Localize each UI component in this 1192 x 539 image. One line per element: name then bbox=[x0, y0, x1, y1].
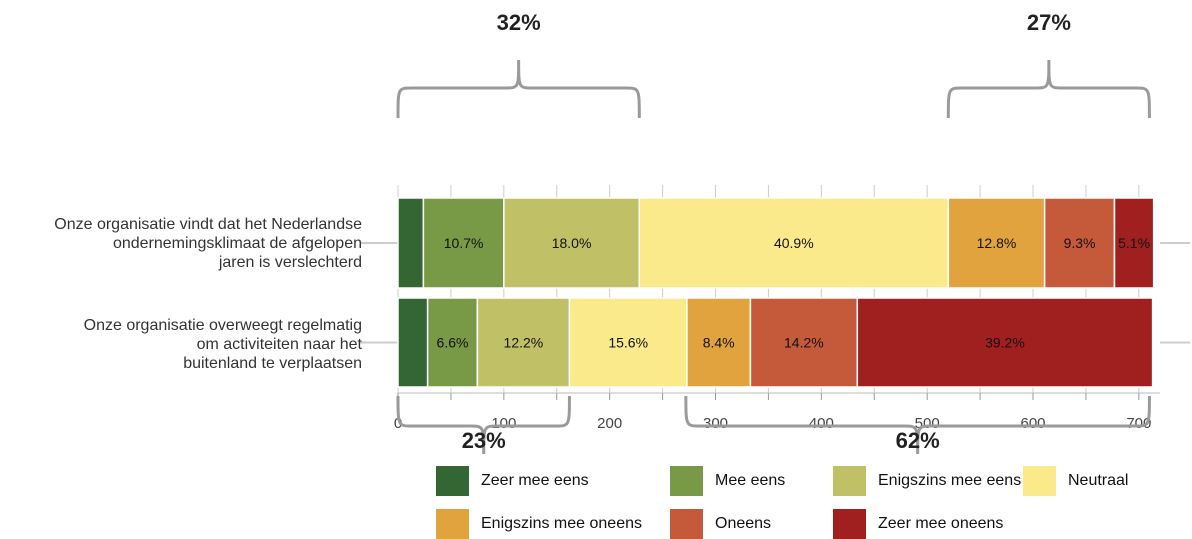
data-label: 40.9% bbox=[774, 235, 814, 251]
bar-segment bbox=[1043, 197, 1116, 289]
bar-segment bbox=[426, 297, 479, 388]
category-label: Onze organisatie vindt dat het Nederland… bbox=[0, 215, 362, 272]
bar-segment bbox=[947, 197, 1046, 289]
data-label: 12.8% bbox=[977, 235, 1017, 251]
legend-item: Zeer mee oneens bbox=[833, 509, 1003, 539]
category-label-line: Onze organisatie vindt dat het Nederland… bbox=[54, 216, 362, 233]
data-label: 12.2% bbox=[504, 335, 544, 351]
data-label: 39.2% bbox=[985, 335, 1025, 351]
category-label-line: Onze organisatie overweegt regelmatig bbox=[83, 317, 362, 334]
x-tick-label: 0 bbox=[394, 415, 402, 432]
legend-item: Neutraal bbox=[1023, 466, 1128, 496]
x-tick-label: 300 bbox=[703, 415, 728, 432]
legend-item: Zeer mee eens bbox=[436, 466, 589, 496]
legend-swatch bbox=[833, 466, 866, 496]
legend-swatch bbox=[436, 466, 469, 496]
category-label: Onze organisatie overweegt regelmatig om … bbox=[0, 316, 362, 373]
legend-label: Zeer mee eens bbox=[481, 472, 589, 489]
bracket-percentage: 23% bbox=[461, 428, 506, 453]
data-label: 15.6% bbox=[608, 335, 648, 351]
x-tick-label: 100 bbox=[491, 415, 516, 432]
legend-label: Enigszins mee eens bbox=[878, 472, 1022, 489]
bar-segment bbox=[476, 297, 571, 388]
bar-segment bbox=[638, 197, 950, 289]
legend-label: Neutraal bbox=[1068, 472, 1129, 489]
legend-item: Enigszins mee eens bbox=[833, 466, 1021, 496]
curly-bracket bbox=[946, 59, 1151, 119]
category-label-line: jaren is verslechterd bbox=[218, 254, 362, 271]
bar-segment bbox=[397, 197, 425, 289]
bracket-percentage: 27% bbox=[1026, 10, 1071, 35]
x-tick-label: 400 bbox=[809, 415, 834, 432]
legend-swatch bbox=[1023, 466, 1056, 496]
bar-segment bbox=[422, 197, 505, 289]
category-label-line: buitenland te verplaatsen bbox=[183, 355, 362, 372]
bar-segment bbox=[1113, 197, 1155, 289]
bar-segment bbox=[568, 297, 688, 388]
bracket-percentage: 32% bbox=[496, 10, 541, 35]
legend-swatch bbox=[833, 509, 866, 539]
legend-item: Mee eens bbox=[670, 466, 785, 496]
x-tick-label: 600 bbox=[1020, 415, 1045, 432]
bar-segment bbox=[856, 297, 1154, 388]
data-label: 10.7% bbox=[444, 235, 484, 251]
bar-segment bbox=[397, 297, 429, 388]
curly-bracket bbox=[396, 59, 641, 119]
legend-label: Zeer mee oneens bbox=[878, 515, 1004, 532]
x-tick-label: 200 bbox=[597, 415, 622, 432]
x-tick-label: 700 bbox=[1126, 415, 1151, 432]
data-label: 5.1% bbox=[1118, 235, 1150, 251]
curly-bracket bbox=[684, 395, 1151, 455]
legend-swatch bbox=[436, 509, 469, 539]
category-label-line: ondernemingsklimaat de afgelopen bbox=[112, 235, 362, 252]
curly-bracket bbox=[396, 395, 571, 455]
bar-segment bbox=[503, 197, 641, 289]
data-label: 14.2% bbox=[784, 335, 824, 351]
bracket-percentage: 62% bbox=[895, 428, 940, 453]
legend-label: Enigszins mee oneens bbox=[481, 515, 642, 532]
legend-item: Enigszins mee oneens bbox=[436, 509, 642, 539]
data-label: 18.0% bbox=[552, 235, 592, 251]
legend-item: Oneens bbox=[670, 509, 771, 539]
legend-label: Mee eens bbox=[715, 472, 786, 489]
legend-swatch bbox=[670, 509, 703, 539]
data-label: 6.6% bbox=[437, 335, 469, 351]
legend-swatch bbox=[670, 466, 703, 496]
category-label-line: om activiteiten naar het bbox=[196, 336, 362, 353]
data-label: 8.4% bbox=[703, 335, 735, 351]
legend-label: Oneens bbox=[715, 515, 772, 532]
bar-segment bbox=[686, 297, 752, 388]
data-label: 9.3% bbox=[1064, 235, 1096, 251]
